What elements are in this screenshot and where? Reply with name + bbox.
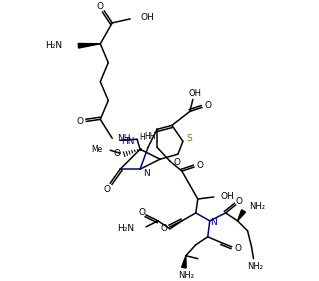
Text: Me: Me xyxy=(91,145,102,154)
Text: NH₂: NH₂ xyxy=(178,271,194,280)
Text: H₂N: H₂N xyxy=(45,41,63,50)
Text: N: N xyxy=(210,218,217,227)
Text: OH: OH xyxy=(188,89,201,98)
Text: O: O xyxy=(113,149,120,158)
Text: O: O xyxy=(204,101,211,110)
Text: O: O xyxy=(104,185,111,194)
Text: S: S xyxy=(187,134,193,143)
Text: O: O xyxy=(234,244,241,253)
Text: O: O xyxy=(196,161,203,170)
Text: NH₂: NH₂ xyxy=(248,262,263,271)
Text: O: O xyxy=(235,198,242,207)
Text: HH: HH xyxy=(144,132,156,141)
Polygon shape xyxy=(78,44,100,48)
Text: O: O xyxy=(174,158,181,167)
Text: OH: OH xyxy=(221,192,234,201)
Text: O: O xyxy=(138,209,145,217)
Text: H₂N: H₂N xyxy=(117,224,134,233)
Text: N: N xyxy=(143,169,149,178)
Text: O: O xyxy=(160,224,167,233)
Text: H: H xyxy=(139,133,145,142)
Text: NH: NH xyxy=(117,134,131,143)
Text: NH₂: NH₂ xyxy=(249,202,265,211)
Polygon shape xyxy=(182,256,186,268)
Text: HN: HN xyxy=(122,137,135,146)
Polygon shape xyxy=(238,210,246,221)
Text: O: O xyxy=(97,3,104,12)
Text: O: O xyxy=(77,117,84,126)
Text: OH: OH xyxy=(140,13,154,22)
